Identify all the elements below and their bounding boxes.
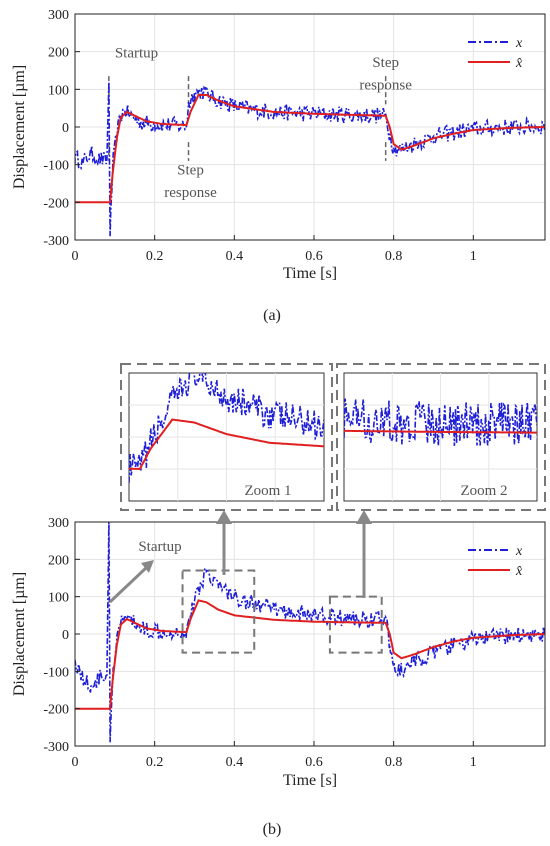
x-tick-label: 1 xyxy=(470,755,477,770)
legend-a: x x̂ xyxy=(468,36,523,71)
zoom-2-inset: Zoom 2 xyxy=(336,363,546,511)
annotation-label: Startup xyxy=(115,46,158,62)
zoom-2-series xyxy=(344,398,537,446)
zoom-1-grid xyxy=(129,373,324,501)
zoom-series-x xyxy=(129,373,324,483)
series-line-xhat xyxy=(75,599,545,710)
x-tick-label: 0.2 xyxy=(146,755,164,770)
y-tick-label: 300 xyxy=(48,516,69,531)
y-tick-label: 0 xyxy=(62,121,69,136)
y-tick-label: -200 xyxy=(43,196,69,211)
zoom-2-label: Zoom 2 xyxy=(460,483,507,499)
y-tick-label: 200 xyxy=(48,46,69,61)
y-tick-label: 0 xyxy=(62,628,69,643)
annotation-label: response xyxy=(359,78,412,94)
zoom-1-outline xyxy=(120,363,333,511)
series-line-xhat xyxy=(75,94,545,204)
y-axis-label-a: Displacement [µm] xyxy=(11,65,28,189)
x-tick-label: 1 xyxy=(470,249,477,264)
zoom-series-x xyxy=(344,398,537,446)
ticks-b: 0 0.2 0.4 0.6 0.8 1 -300 -200 -100 0 100 200 300 xyxy=(43,516,476,770)
series-b xyxy=(75,522,545,743)
legend-label-xhat: x̂ xyxy=(515,56,523,71)
x-tick-label: 0 xyxy=(72,249,79,264)
zoom-series-xhat xyxy=(344,429,537,434)
zoom-region-1 xyxy=(181,569,256,654)
zoom-arrows xyxy=(108,510,372,604)
series-a xyxy=(75,81,545,237)
annotation-label: response xyxy=(164,185,217,201)
y-tick-label: -300 xyxy=(43,234,69,249)
y-tick-label: 100 xyxy=(48,591,69,606)
series-line-x xyxy=(75,81,545,237)
x-tick-label: 0.6 xyxy=(305,249,323,264)
caption-b: (b) xyxy=(263,821,282,838)
y-tick-label: -300 xyxy=(43,740,69,755)
annotation-label: Step xyxy=(372,55,399,71)
legend-label-x-b: x xyxy=(515,544,523,559)
x-tick-label: 0.8 xyxy=(385,755,403,770)
x-axis-label-b: Time [s] xyxy=(283,772,337,789)
legend-label-xhat-b: x̂ xyxy=(515,564,523,579)
legend-b: x x̂ xyxy=(468,544,523,579)
annotation-label: Step xyxy=(177,162,204,178)
startup-label-b: Startup xyxy=(138,539,181,555)
zoom-1-arrowhead xyxy=(216,510,232,524)
x-tick-label: 0 xyxy=(72,755,79,770)
x-axis-label-a: Time [s] xyxy=(283,265,337,282)
x-tick-label: 0.4 xyxy=(226,755,244,770)
y-tick-label: -200 xyxy=(43,703,69,718)
y-tick-label: -100 xyxy=(43,665,69,680)
y-tick-label: -100 xyxy=(43,159,69,174)
x-tick-label: 0.2 xyxy=(146,249,164,264)
y-axis-label-b: Displacement [µm] xyxy=(11,572,28,696)
x-tick-label: 0.8 xyxy=(385,249,403,264)
chart-a: 0 0.2 0.4 0.6 0.8 1 -300 -200 -100 0 100 200 300 Sta… xyxy=(11,8,546,324)
zoom-2-arrowhead xyxy=(356,510,372,524)
zoom-1-inset: Zoom 1 xyxy=(120,363,333,511)
y-tick-label: 200 xyxy=(48,553,69,568)
caption-a: (a) xyxy=(263,307,281,324)
zoom-1-series xyxy=(129,373,324,483)
zoom-series-xhat xyxy=(129,418,324,470)
annotations-a: Startup Step response Step response xyxy=(115,46,412,201)
zoom-2-outline xyxy=(336,363,546,511)
legend-label-x: x xyxy=(515,36,523,51)
chart-b: 0 0.2 0.4 0.6 0.8 1 -300 -200 -100 0 100 200 300 Zoo… xyxy=(11,363,546,838)
zoom-region-2 xyxy=(328,595,383,654)
ticks-a: 0 0.2 0.4 0.6 0.8 1 -300 -200 -100 0 100 200 300 xyxy=(43,8,476,264)
x-tick-label: 0.6 xyxy=(305,755,323,770)
x-tick-label: 0.4 xyxy=(226,249,244,264)
y-tick-label: 300 xyxy=(48,8,69,23)
y-tick-label: 100 xyxy=(48,83,69,98)
zoom-1-label: Zoom 1 xyxy=(244,483,291,499)
zoom-regions-b xyxy=(181,569,383,654)
startup-arrow xyxy=(108,565,149,604)
startup-arrowhead xyxy=(141,560,154,573)
